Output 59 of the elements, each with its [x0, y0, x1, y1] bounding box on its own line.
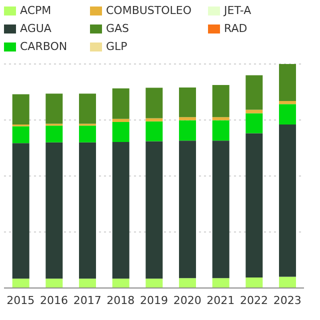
bar [46, 142, 63, 279]
legend-label: CARBON [20, 40, 68, 53]
x-tick-label: 2015 [6, 294, 35, 307]
bar [212, 140, 230, 278]
legend-label: ACPM [20, 4, 52, 17]
bar [112, 88, 130, 119]
legend-label: RAD [224, 22, 248, 35]
x-tick-label: 2018 [106, 294, 135, 307]
bar [79, 278, 96, 288]
bar [279, 276, 296, 288]
bar [246, 110, 263, 114]
legend-label: AGUA [20, 22, 52, 35]
bar [212, 278, 230, 288]
bar [12, 126, 30, 144]
bar [146, 141, 163, 279]
bar [12, 278, 30, 288]
bar [212, 120, 230, 141]
bar [112, 278, 130, 288]
bar [146, 121, 163, 142]
bar [246, 75, 263, 110]
bar [146, 118, 163, 122]
bar [179, 278, 196, 288]
bar [112, 118, 130, 122]
bar [146, 278, 163, 288]
legend-label: COMBUSTOLEO [106, 4, 192, 17]
x-tick-label: 2019 [140, 294, 168, 307]
bar [279, 64, 296, 101]
x-tick-label: 2016 [40, 294, 68, 307]
bar [79, 142, 96, 279]
bar [112, 142, 130, 279]
bar [46, 126, 63, 142]
bar [246, 133, 263, 278]
bar [79, 94, 96, 124]
legend-label: GLP [106, 40, 128, 53]
bar [179, 88, 196, 118]
bar [212, 117, 230, 120]
bar [146, 88, 163, 118]
x-tick-label: 2022 [240, 294, 268, 307]
x-tick-label: 2017 [73, 294, 102, 307]
bar [12, 94, 30, 124]
x-tick-label: 2023 [273, 294, 302, 307]
bar [279, 104, 296, 124]
legend-label: JET-A [224, 4, 252, 17]
bar [12, 143, 30, 279]
bar [112, 122, 130, 142]
bar [79, 126, 96, 142]
legend-label: GAS [106, 22, 130, 35]
bar [279, 124, 296, 277]
bar [46, 278, 63, 288]
bar [246, 113, 263, 134]
bar [212, 85, 230, 118]
bar [179, 120, 196, 141]
bar [179, 140, 196, 278]
bar [46, 94, 63, 124]
bar [179, 117, 196, 120]
bar [279, 100, 296, 104]
x-tick-label: 2020 [173, 294, 202, 307]
x-tick-label: 2021 [206, 294, 235, 307]
bar [246, 277, 263, 288]
